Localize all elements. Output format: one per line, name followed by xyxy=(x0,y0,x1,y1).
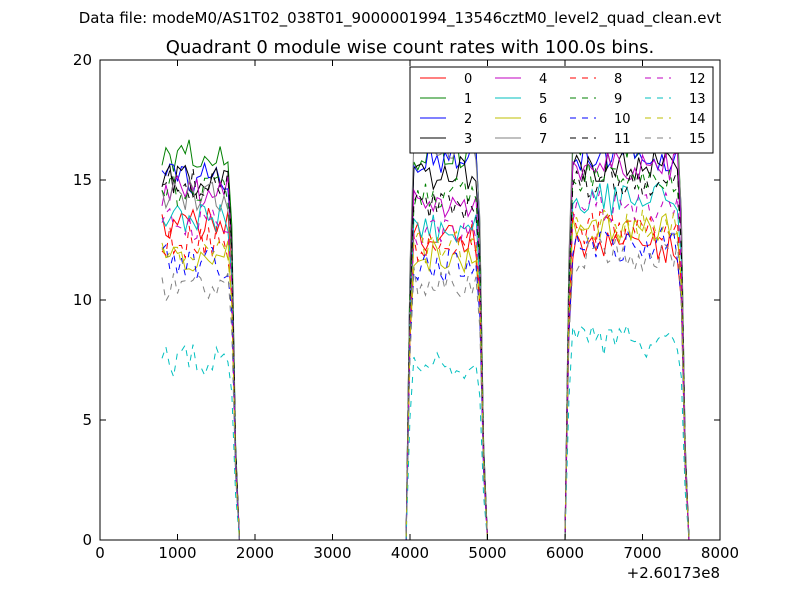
x-tick-label: 6000 xyxy=(546,544,584,562)
legend-label-2: 2 xyxy=(464,112,472,127)
x-axis: 0 1000 2000 3000 4000 5000 6000 7000 8000 xyxy=(95,60,739,562)
legend-box xyxy=(409,66,714,154)
legend-label-5: 5 xyxy=(539,92,547,107)
legend-label-15: 15 xyxy=(689,132,706,147)
y-tick-label: 0 xyxy=(82,531,92,549)
series-line-9 xyxy=(161,161,690,540)
x-tick-label: 8000 xyxy=(701,544,739,562)
chart-title: Quadrant 0 module wise count rates with … xyxy=(166,37,655,58)
series-line-8 xyxy=(161,210,690,540)
series-line-10 xyxy=(161,226,690,540)
series-line-0 xyxy=(161,208,690,540)
legend-label-3: 3 xyxy=(464,132,472,147)
x-tick-label: 0 xyxy=(95,544,105,562)
x-tick-label: 1000 xyxy=(158,544,196,562)
series-line-14 xyxy=(161,208,690,540)
legend-label-0: 0 xyxy=(464,72,472,87)
legend-label-7: 7 xyxy=(539,132,547,147)
y-tick-label: 10 xyxy=(73,291,92,309)
legend-label-4: 4 xyxy=(539,72,547,87)
series-line-4 xyxy=(161,150,690,540)
legend-label-1: 1 xyxy=(464,92,472,107)
legend-label-6: 6 xyxy=(539,112,547,127)
x-tick-label: 4000 xyxy=(391,544,429,562)
legend-label-8: 8 xyxy=(614,72,622,87)
series-line-11 xyxy=(161,165,690,540)
series-line-13 xyxy=(161,322,690,540)
legend-label-14: 14 xyxy=(689,112,706,127)
series-line-3 xyxy=(161,149,690,540)
legend-label-10: 10 xyxy=(614,112,631,127)
y-tick-label: 15 xyxy=(73,171,92,189)
plot-content xyxy=(161,119,690,540)
x-axis-offset-label: +2.60173e8 xyxy=(627,564,720,582)
legend-label-13: 13 xyxy=(689,92,706,107)
x-tick-label: 3000 xyxy=(313,544,351,562)
x-tick-label: 2000 xyxy=(236,544,274,562)
series-line-5 xyxy=(161,182,690,540)
legend-label-11: 11 xyxy=(614,132,631,147)
y-tick-label: 5 xyxy=(82,411,92,429)
x-tick-label: 7000 xyxy=(623,544,661,562)
figure-suptitle: Data file: modeM0/AS1T02_038T01_90000019… xyxy=(79,9,722,28)
x-tick-label: 5000 xyxy=(468,544,506,562)
series-line-12 xyxy=(161,190,690,540)
legend-label-9: 9 xyxy=(614,92,622,107)
legend-label-12: 12 xyxy=(689,72,706,87)
y-tick-label: 20 xyxy=(73,51,92,69)
series-line-15 xyxy=(161,237,690,540)
series-line-6 xyxy=(161,212,690,540)
series-line-1 xyxy=(161,125,690,540)
